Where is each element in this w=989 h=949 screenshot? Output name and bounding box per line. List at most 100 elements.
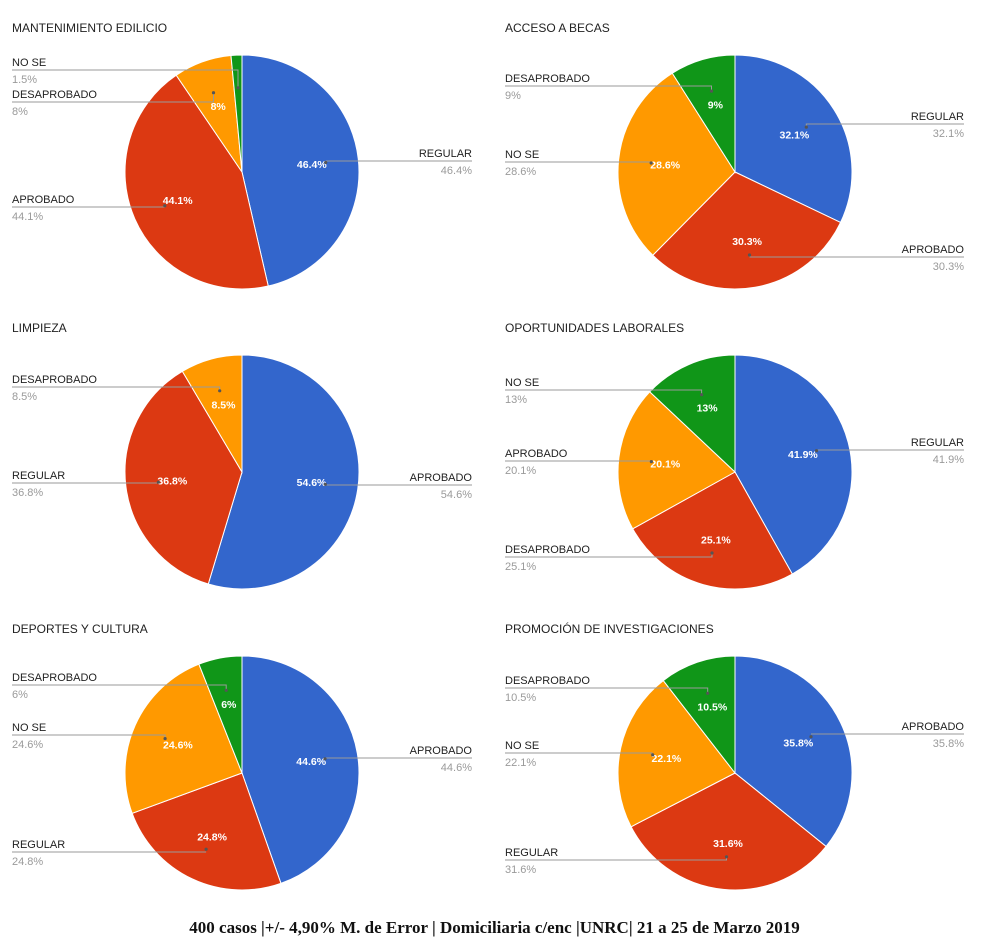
pie-slice-aprobado [207, 354, 360, 590]
legend-label-no-se: NO SE [12, 722, 46, 734]
pie-chart-oportunidades-laborales: OPORTUNIDADES LABORALES 41.9% REGULAR 41.9%… [505, 321, 964, 590]
legend-label-no-se: NO SE [505, 377, 539, 389]
pie-slice-aprobado [652, 171, 842, 290]
leader-dot [700, 393, 704, 397]
legend-pct: 28.6% [505, 166, 536, 178]
legend-label-regular: REGULAR [12, 839, 65, 851]
leader-line [12, 684, 227, 691]
leader-line [505, 687, 709, 694]
legend-pct: 46.4% [441, 165, 472, 177]
legend-pct: 32.1% [933, 128, 964, 140]
pie-slice-no-se [617, 679, 736, 828]
legend-pct: 41.9% [933, 454, 964, 466]
pie-slice-regular [630, 772, 827, 891]
legend-label-desaprobado: DESAPROBADO [505, 73, 590, 85]
pie-slice-aprobado [617, 391, 736, 530]
legend-pct: 1.5% [12, 74, 37, 86]
legend-label-desaprobado: DESAPROBADO [505, 675, 590, 687]
leader-dot [324, 160, 328, 165]
pie-slice-desaprobado [632, 471, 793, 590]
slice-value-label: 32.1% [780, 130, 810, 142]
chart-title: OPORTUNIDADES LABORALES [505, 321, 684, 335]
pie-chart-mantenimiento-edilicio: MANTENIMIENTO EDILICIO 46.4% REGULAR 46.4% 4… [12, 21, 472, 290]
leader-dot [211, 91, 216, 95]
pie-slice-regular [124, 370, 243, 585]
leader-line [12, 69, 239, 88]
slice-value-label: 13% [697, 403, 719, 415]
chart-title: LIMPIEZA [12, 321, 67, 335]
legend-pct: 20.1% [505, 465, 536, 477]
leader-dot [323, 757, 327, 761]
leader-dot [156, 480, 160, 484]
slice-value-label: 6% [221, 699, 237, 711]
pie-chart-deportes-y-cultura: DEPORTES Y CULTURA 44.6% APROBADO 44.6% 24.8… [12, 622, 473, 891]
pie-slice-regular [131, 772, 282, 891]
leader-dot [163, 204, 167, 208]
pie-chart-promocion-de-investigaciones: PROMOCIÓN DE INVESTIGACIONES 35.8% APROBAD… [505, 621, 965, 891]
leader-dot [649, 460, 654, 464]
leader-dot [814, 449, 819, 453]
leader-line [505, 85, 712, 92]
legend-pct: 10.5% [505, 692, 536, 704]
pie-slice-desaprobado [662, 655, 736, 775]
pie-slice-no-se [617, 72, 736, 256]
leader-dot [236, 86, 240, 90]
slice-value-label: 8.5% [212, 399, 237, 411]
leader-dot [224, 688, 228, 692]
pie-slice-regular [241, 54, 360, 287]
chart-title: PROMOCIÓN DE INVESTIGACIONES [505, 621, 714, 636]
chart-title: DEPORTES Y CULTURA [12, 622, 148, 636]
pie-slice-no-se [230, 54, 243, 173]
slice-value-label: 22.1% [652, 753, 682, 765]
legend-pct: 24.6% [12, 739, 43, 751]
pie-slice-desaprobado [181, 354, 243, 474]
leader-dot [809, 735, 813, 739]
chart-title: ACCESO A BECAS [505, 21, 610, 35]
pie-slice-aprobado [241, 655, 360, 884]
pie-slice-aprobado [734, 655, 853, 848]
slice-value-label: 36.8% [157, 476, 187, 488]
pie-slice-no-se [649, 354, 736, 474]
pie-slice-desaprobado [671, 54, 736, 174]
leader-dot [804, 125, 808, 129]
legend-label-aprobado: APROBADO [410, 472, 473, 484]
legend-label-aprobado: APROBADO [902, 721, 965, 733]
pie-slice-regular [734, 54, 853, 224]
slice-value-label: 20.1% [650, 458, 680, 470]
legend-label-no-se: NO SE [505, 740, 539, 752]
legend-pct: 9% [505, 90, 521, 102]
slice-value-label: 54.6% [297, 477, 327, 489]
legend-pct: 44.6% [441, 762, 472, 774]
slice-value-label: 9% [708, 100, 724, 112]
leader-dot [649, 161, 653, 165]
pie-slice-regular [734, 354, 853, 575]
legend-label-no-se: NO SE [505, 149, 539, 161]
chart-title: MANTENIMIENTO EDILICIO [12, 21, 167, 35]
slice-value-label: 10.5% [697, 702, 727, 714]
legend-pct: 8% [12, 106, 28, 118]
pie-chart-limpieza: LIMPIEZA 54.6% APROBADO 54.6% 36.8% REGULAR 36… [12, 321, 473, 590]
leader-dot [218, 389, 222, 393]
legend-label-aprobado: APROBADO [505, 448, 568, 460]
legend-pct: 8.5% [12, 391, 37, 403]
legend-label-desaprobado: DESAPROBADO [12, 374, 97, 386]
legend-label-desaprobado: DESAPROBADO [505, 544, 590, 556]
leader-dot [706, 691, 710, 695]
leader-dot [651, 753, 655, 757]
legend-label-aprobado: APROBADO [12, 194, 75, 206]
slice-value-label: 31.6% [713, 838, 743, 850]
legend-pct: 13% [505, 394, 527, 406]
pie-slice-no-se [124, 663, 243, 814]
slice-value-label: 24.6% [163, 739, 193, 751]
survey-footer: 400 casos |+/- 4,90% M. de Error | Domic… [189, 918, 800, 937]
leader-dot [323, 482, 327, 486]
legend-pct: 54.6% [441, 489, 472, 501]
legend-pct: 22.1% [505, 757, 536, 769]
leader-dot [163, 737, 167, 741]
pie-chart-acceso-a-becas: ACCESO A BECAS 32.1% REGULAR 32.1% 30.3% APRO… [505, 21, 964, 290]
slice-value-label: 44.1% [163, 195, 193, 207]
slice-value-label: 44.6% [296, 756, 326, 768]
legend-label-aprobado: APROBADO [410, 745, 473, 757]
legend-pct: 35.8% [933, 738, 964, 750]
leader-dot [747, 253, 752, 257]
